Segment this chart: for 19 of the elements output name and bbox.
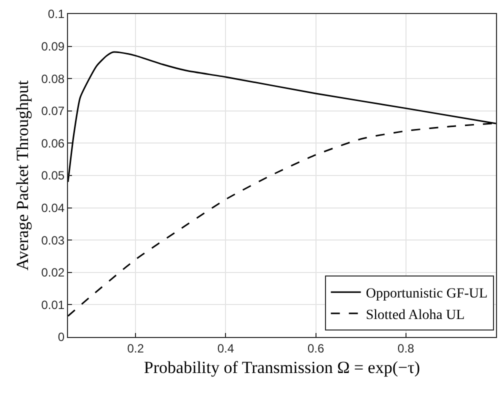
y-tick-label: 0 bbox=[58, 330, 65, 344]
x-tick-label: 0.2 bbox=[127, 341, 144, 356]
y-tick-label: 0.03 bbox=[41, 233, 65, 248]
y-axis-title: Average Packet Throughput bbox=[12, 80, 32, 271]
y-tick-label: 0.05 bbox=[41, 168, 65, 183]
x-tick-label: 0.8 bbox=[398, 341, 415, 356]
x-tick-label: 0.4 bbox=[217, 341, 234, 356]
y-tick-label: 0.02 bbox=[41, 266, 65, 280]
x-tick-label: 0.6 bbox=[307, 341, 324, 356]
x-axis-title: Probability of Transmission Ω = exp(−τ) bbox=[144, 358, 420, 377]
y-tick-label: 0.08 bbox=[41, 72, 65, 86]
y-tick-label: 0.06 bbox=[41, 136, 65, 150]
y-tick-label: 0.01 bbox=[41, 298, 65, 312]
y-tick-label: 0.09 bbox=[41, 40, 65, 54]
legend-label: Opportunistic GF-UL bbox=[366, 286, 488, 302]
y-tick-label: 0.1 bbox=[48, 7, 65, 22]
legend-label: Slotted Aloha UL bbox=[366, 308, 465, 323]
y-tick-label: 0.04 bbox=[41, 201, 65, 215]
y-tick-label: 0.07 bbox=[41, 104, 65, 118]
